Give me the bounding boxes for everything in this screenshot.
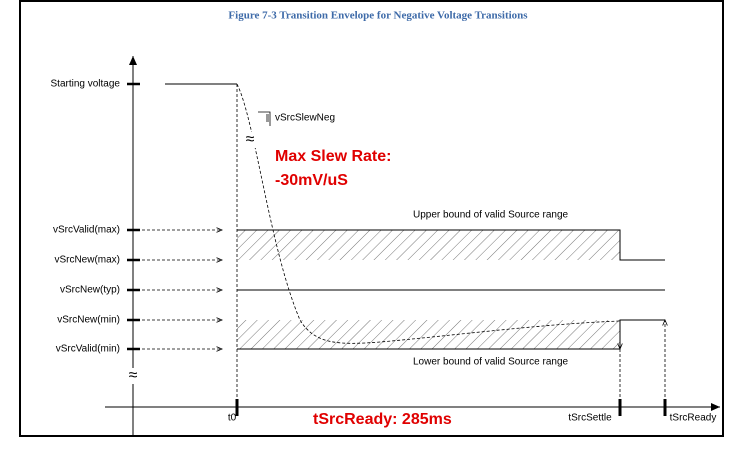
bounds [165,83,665,350]
lower-region [237,320,620,349]
slew-box [266,114,270,122]
break-bg [125,368,141,384]
ready-note: tSrcReady: 285ms [313,411,452,428]
y-label: vSrcNew(typ) [60,285,120,296]
break-bg2 [242,132,258,148]
title: Figure 7-3 Transition Envelope for Negat… [228,10,528,22]
x-label: tSrcSettle [568,413,612,424]
transition-curve [236,83,621,344]
upper-region [237,230,620,260]
y-label: vSrcValid(min) [56,344,120,355]
slew-label: vSrcSlewNeg [275,113,335,124]
upper-label: Upper bound of valid Source range [413,210,569,221]
x-label: t0 [228,413,237,424]
y-label: Starting voltage [51,79,121,90]
y-label: vSrcValid(max) [53,225,120,236]
axis-break: ≈ [129,367,138,384]
lower-label: Lower bound of valid Source range [413,357,569,368]
y-label: vSrcNew(min) [57,315,120,326]
y-label: vSrcNew(max) [54,255,120,266]
max-slew-value: -30mV/uS [275,172,348,189]
curve-break: ≈ [246,131,255,148]
max-slew: Max Slew Rate: [275,148,391,165]
frame [19,0,724,437]
x-label: tSrcReady [670,413,717,424]
x-ticks [235,399,667,416]
